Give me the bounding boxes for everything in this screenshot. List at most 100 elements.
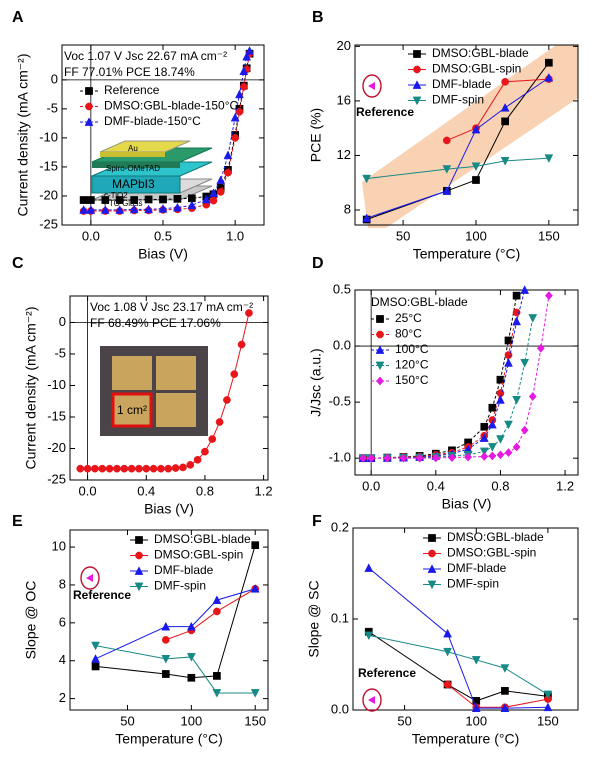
data-point — [399, 453, 408, 463]
data-point — [472, 176, 480, 184]
y-axis-label: Slope @ SC — [306, 580, 322, 657]
data-point — [471, 703, 481, 713]
data-point — [135, 464, 143, 473]
data-point — [235, 107, 244, 116]
data-point — [501, 77, 509, 86]
legend-title: DMSO:GBL-blade — [371, 295, 468, 309]
y-tick-label: 12 — [337, 147, 351, 162]
data-point — [471, 162, 481, 172]
y-tick-label: -25 — [47, 471, 66, 486]
reference-ring — [362, 688, 382, 712]
data-point — [251, 541, 260, 550]
series-line — [363, 295, 550, 459]
legend-marker — [376, 330, 384, 339]
photo-inset — [100, 346, 208, 436]
legend-marker — [84, 117, 94, 126]
x-axis-label: Temperature (°C) — [412, 731, 520, 747]
data-point — [520, 359, 530, 368]
inset-label: Au — [128, 144, 138, 153]
x-tick-label: 100 — [465, 713, 487, 728]
y-tick-label: 6 — [59, 614, 66, 629]
data-point — [161, 654, 171, 664]
legend-label: 25°C — [395, 311, 422, 325]
data-point — [105, 464, 114, 473]
data-point — [237, 340, 246, 349]
data-point — [487, 443, 497, 452]
legend-marker — [412, 80, 422, 89]
data-point — [364, 631, 374, 641]
data-point — [504, 420, 513, 430]
x-tick-label: 100 — [465, 228, 487, 243]
legend-label: DMF-blade — [447, 561, 507, 575]
y-tick-label: 0 — [59, 314, 66, 329]
data-point — [496, 435, 505, 444]
data-point — [186, 621, 196, 631]
data-point — [157, 464, 165, 473]
y-tick-label: -10 — [39, 129, 58, 144]
series-line — [165, 588, 256, 641]
data-point — [448, 453, 456, 463]
data-point — [543, 690, 553, 700]
x-tick-label: 150 — [244, 713, 266, 728]
y-tick-label: 0.0 — [331, 701, 349, 716]
data-point — [130, 196, 138, 204]
data-point — [544, 154, 554, 163]
legend-label: DMSO:GBL-spin — [432, 62, 521, 76]
data-point — [101, 196, 110, 204]
data-point — [250, 583, 260, 593]
legend-label: 100°C — [395, 342, 429, 356]
legend-label: DMF-spin — [432, 93, 484, 107]
x-tick-label: 50 — [396, 228, 410, 243]
data-point — [364, 563, 374, 572]
plot-frame — [354, 44, 579, 226]
panel-label: E — [12, 513, 23, 530]
data-point — [223, 396, 231, 404]
data-point — [187, 200, 197, 210]
x-axis-label: Bias (V) — [138, 246, 188, 262]
x-tick-label: 0.4 — [137, 483, 155, 498]
inset-label: Spiro-OMeTAD — [106, 164, 160, 173]
series-line — [363, 295, 518, 459]
annotation: Voc 1.07 V Jsc 22.67 mA cm⁻² — [64, 49, 227, 63]
data-point — [113, 464, 121, 473]
data-point — [215, 418, 224, 426]
plot-frame — [61, 44, 265, 226]
data-point — [415, 453, 424, 463]
y-tick-label: -10 — [47, 377, 66, 392]
data-point — [480, 452, 489, 461]
y-tick-label: 20 — [337, 38, 351, 53]
x-tick-label: 1.2 — [255, 483, 273, 498]
data-point — [496, 450, 505, 460]
inset-label: FTO Glass — [104, 199, 143, 208]
y-axis-label: Slope @ OC — [23, 581, 39, 660]
x-tick-label: 0.0 — [82, 228, 100, 243]
series-line — [368, 634, 549, 695]
data-point — [213, 672, 221, 680]
data-point — [209, 196, 218, 205]
plot-frame — [69, 529, 269, 711]
y-tick-label: -5 — [46, 100, 58, 115]
data-point — [161, 621, 171, 631]
y-tick-label: 0.0 — [333, 337, 351, 352]
legend-label: Reference — [104, 83, 160, 97]
data-point — [242, 51, 252, 61]
x-tick-label: 150 — [538, 228, 560, 243]
data-point — [544, 72, 554, 82]
data-point — [230, 112, 240, 122]
data-point — [504, 358, 513, 367]
data-point — [431, 453, 440, 463]
data-point — [224, 168, 232, 177]
x-axis-label: Bias (V) — [442, 496, 492, 512]
data-point — [171, 464, 180, 472]
x-tick-label: 1.0 — [226, 228, 244, 243]
legend-label: DMF-spin — [154, 579, 206, 593]
legend-label: DMSO:GBL-spin — [447, 546, 536, 560]
data-point — [91, 654, 100, 663]
legend-label: DMF-blade — [432, 77, 492, 91]
y-tick-label: 0.1 — [331, 610, 349, 625]
legend-marker — [413, 65, 421, 74]
data-point — [159, 195, 167, 204]
data-point — [442, 186, 452, 195]
reference-label: Reference — [358, 666, 416, 680]
